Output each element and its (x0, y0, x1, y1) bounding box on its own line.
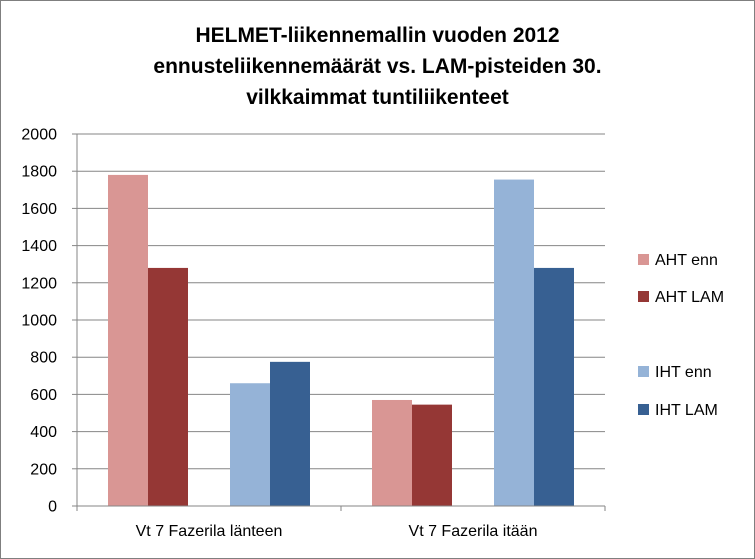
bar (230, 383, 270, 506)
y-tick-label: 200 (30, 461, 57, 478)
chart-title-line-1: HELMET-liikennemallin vuoden 2012 (195, 24, 560, 47)
x-category-label: Vt 7 Fazerila itään (409, 523, 538, 540)
y-tick-label: 1400 (21, 238, 57, 255)
bars (108, 174, 574, 507)
y-tick-label: 0 (48, 499, 57, 516)
y-tick-label: 1200 (21, 275, 57, 292)
bar (108, 174, 148, 507)
bar (494, 179, 534, 506)
bar (148, 267, 188, 506)
legend-swatch (638, 366, 649, 377)
chart-title-line-2: ennusteliikennemäärät vs. LAM-pisteiden … (153, 55, 602, 78)
bar (372, 399, 412, 506)
y-axis-ticks: 0 200 400 600 800 1000 1200 1400 1600 1800 2000 (21, 127, 77, 516)
legend-swatch (638, 404, 649, 415)
y-tick-label: 600 (30, 387, 57, 404)
y-tick-label: 2000 (21, 127, 57, 144)
legend-label: IHT LAM (655, 402, 718, 419)
bar (412, 404, 452, 506)
legend-swatch (638, 291, 649, 302)
bar (270, 361, 310, 506)
axes (76, 134, 606, 511)
y-tick-label: 1000 (21, 313, 57, 330)
legend: AHT enn AHT LAM IHT enn IHT LAM (638, 252, 724, 419)
legend-label: AHT LAM (655, 289, 724, 306)
y-tick-label: 1600 (21, 201, 57, 218)
y-tick-label: 800 (30, 350, 57, 367)
bar (534, 267, 574, 506)
x-category-label: Vt 7 Fazerila länteen (136, 523, 283, 540)
chart-title: HELMET-liikennemallin vuoden 2012 ennust… (0, 20, 755, 113)
chart-title-line-3: vilkkaimmat tuntiliikenteet (246, 86, 509, 109)
y-tick-label: 400 (30, 424, 57, 441)
y-tick-label: 1800 (21, 164, 57, 181)
x-axis-categories: Vt 7 Fazerila länteen Vt 7 Fazerila itään (136, 523, 538, 540)
legend-swatch (638, 254, 649, 265)
legend-label: IHT enn (655, 364, 712, 381)
legend-label: AHT enn (655, 252, 718, 269)
